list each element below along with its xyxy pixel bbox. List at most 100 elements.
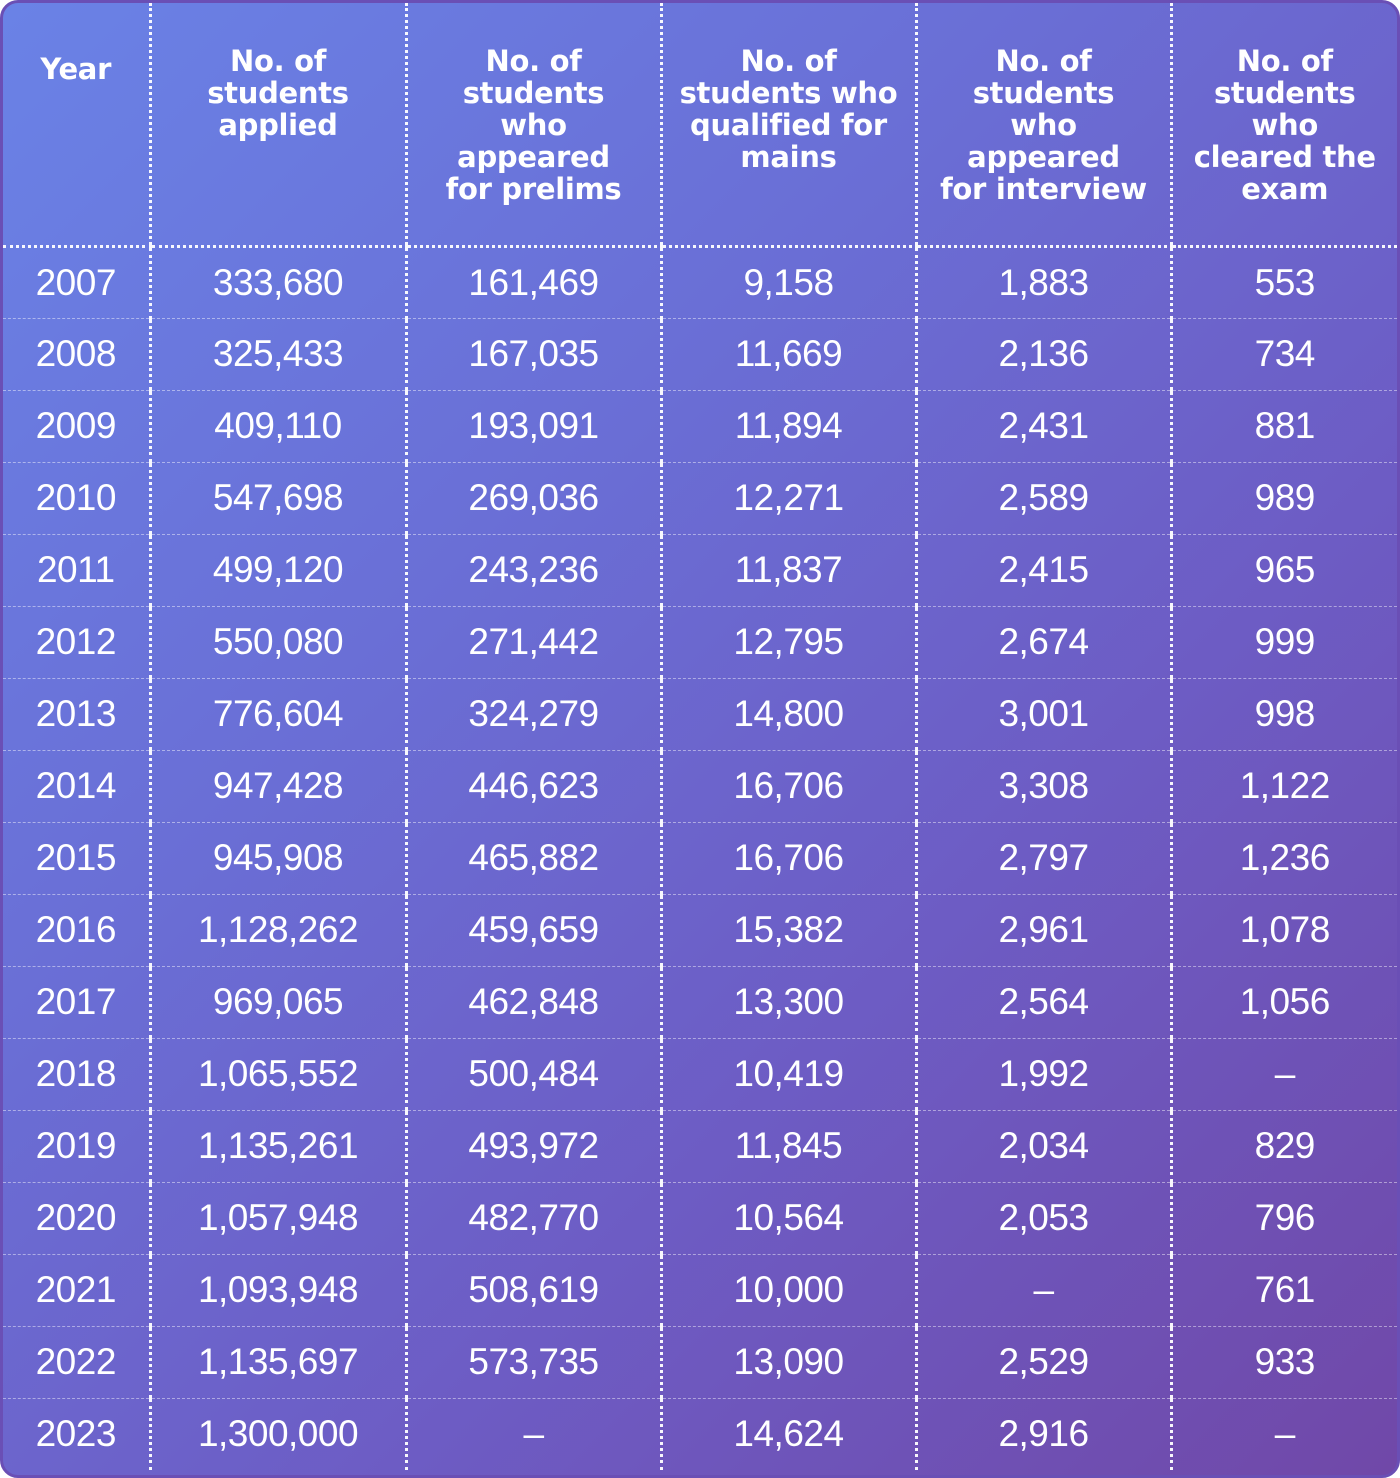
cell-qualified-mains: 10,419 bbox=[659, 1038, 916, 1111]
cell-appeared-interview: 2,053 bbox=[914, 1182, 1171, 1255]
cell-students-applied: 1,093,948 bbox=[148, 1254, 406, 1327]
cell-students-applied: 1,057,948 bbox=[148, 1182, 406, 1255]
table-row: 2013 776,604 324,279 14,800 3,001 998 bbox=[3, 678, 1397, 751]
cell-appeared-interview: 2,797 bbox=[914, 822, 1171, 895]
cell-students-applied: 1,065,552 bbox=[148, 1038, 406, 1111]
cell-appeared-prelims: 465,882 bbox=[404, 822, 661, 895]
cell-appeared-prelims: 193,091 bbox=[404, 390, 661, 463]
cell-year: 2023 bbox=[35, 1413, 117, 1455]
cell-appeared-interview: 2,674 bbox=[914, 606, 1171, 679]
cell-cleared-exam: 761 bbox=[1169, 1254, 1397, 1327]
cell-appeared-interview: 2,916 bbox=[914, 1398, 1171, 1470]
header-line: who bbox=[1251, 108, 1319, 142]
cell-year: 2014 bbox=[3, 750, 150, 823]
cell-year: 2017 bbox=[3, 966, 150, 1039]
cell-cleared-exam: 998 bbox=[1169, 678, 1397, 751]
cell-qualified-mains: 11,669 bbox=[659, 318, 916, 391]
cell-year: 2009 bbox=[3, 390, 150, 463]
cell-cleared-exam: 1,078 bbox=[1169, 894, 1397, 967]
cell-appeared-interview: – bbox=[914, 1254, 1171, 1327]
cell-appeared-interview: 2,415 bbox=[914, 534, 1171, 607]
cell-year: 2013 bbox=[3, 678, 150, 751]
header-line: qualified for bbox=[690, 108, 887, 142]
cell-students-applied: 776,604 bbox=[148, 678, 406, 751]
cell-students-applied: 333,680 bbox=[148, 246, 406, 319]
header-line: No. of bbox=[229, 44, 327, 78]
table-row: 2012 550,080 271,442 12,795 2,674 999 bbox=[3, 606, 1397, 679]
header-line: mains bbox=[740, 140, 837, 174]
cell-appeared-interview: 3,001 bbox=[914, 678, 1171, 751]
cell-year: 2021 bbox=[3, 1254, 150, 1327]
cell-students-applied: 1,300,000 bbox=[148, 1398, 406, 1470]
cell-qualified-mains: 11,894 bbox=[659, 390, 916, 463]
table-row: 2007 333,680 161,469 9,158 1,883 553 bbox=[3, 246, 1397, 319]
header-row: Year No. of students applied No. of students w… bbox=[3, 3, 1397, 248]
header-line: No. of bbox=[995, 44, 1092, 78]
header-line: for interview bbox=[940, 172, 1147, 206]
cell-appeared-prelims: 269,036 bbox=[404, 462, 661, 535]
cell-year: 2012 bbox=[3, 606, 150, 679]
cell-cleared-exam: 796 bbox=[1169, 1182, 1397, 1255]
cell-cleared-exam: – bbox=[1169, 1038, 1397, 1111]
header-line: applied bbox=[218, 108, 338, 142]
cell-qualified-mains: 14,800 bbox=[659, 678, 916, 751]
cell-year: 2019 bbox=[3, 1110, 150, 1183]
cell-cleared-exam: 553 bbox=[1169, 246, 1397, 319]
cell-year: 2007 bbox=[3, 246, 150, 319]
cell-appeared-prelims: 493,972 bbox=[404, 1110, 661, 1183]
cell-students-applied: 1,135,697 bbox=[148, 1326, 406, 1399]
cell-cleared-exam: 933 bbox=[1169, 1326, 1397, 1399]
cell-qualified-mains: 13,090 bbox=[659, 1326, 916, 1399]
header-line: Year bbox=[40, 52, 112, 86]
header-appeared-interview: No. of students who appeared for interview bbox=[914, 3, 1171, 248]
cell-appeared-prelims: 446,623 bbox=[404, 750, 661, 823]
cell-year: 2016 bbox=[3, 894, 150, 967]
cell-appeared-interview: 2,034 bbox=[914, 1110, 1171, 1183]
cell-year: 2008 bbox=[3, 318, 150, 391]
table-row: 2019 1,135,261 493,972 11,845 2,034 829 bbox=[3, 1110, 1397, 1183]
cell-appeared-interview: 2,529 bbox=[914, 1326, 1171, 1399]
cell-year: 2011 bbox=[3, 534, 150, 607]
cell-students-applied: 325,433 bbox=[148, 318, 406, 391]
cell-appeared-interview: 2,564 bbox=[914, 966, 1171, 1039]
cell-appeared-interview: 1,992 bbox=[914, 1038, 1171, 1111]
header-line: No. of bbox=[1236, 44, 1333, 78]
header-line: No. of bbox=[485, 44, 582, 78]
table-row: 2018 1,065,552 500,484 10,419 1,992– bbox=[3, 1038, 1397, 1111]
table-row: 2017 969,065 462,848 13,300 2,564 1,056 bbox=[3, 966, 1397, 1039]
cell-qualified-mains: 16,706 bbox=[659, 750, 916, 823]
header-students-applied: No. of students applied bbox=[148, 3, 406, 248]
cell-appeared-prelims: 508,619 bbox=[404, 1254, 661, 1327]
cell-appeared-interview: 3,308 bbox=[914, 750, 1171, 823]
table-row: 2011 499,120 243,236 11,837 2,415 965 bbox=[3, 534, 1397, 607]
header-appeared-prelims: No. of students who appeared for prelims bbox=[404, 3, 661, 248]
cell-appeared-interview: 1,883 bbox=[914, 246, 1171, 319]
table-body: 2007 333,680 161,469 9,158 1,883 553 2008 325,4… bbox=[3, 246, 1397, 1470]
table-row: 2021 1,093,948 508,619 10,000–761 bbox=[3, 1254, 1397, 1327]
cell-cleared-exam: – bbox=[1169, 1398, 1397, 1470]
cell-cleared-exam: 881 bbox=[1169, 390, 1397, 463]
cell-appeared-prelims: – bbox=[404, 1398, 661, 1470]
header-line: No. of bbox=[740, 44, 837, 78]
cell-appeared-prelims: 459,659 bbox=[404, 894, 661, 967]
header-line: students bbox=[462, 76, 605, 110]
header-line: students bbox=[972, 76, 1115, 110]
cell-appeared-prelims: 243,236 bbox=[404, 534, 661, 607]
table-row: 2010 547,698 269,036 12,271 2,589 989 bbox=[3, 462, 1397, 535]
cell-appeared-prelims: 573,735 bbox=[404, 1326, 661, 1399]
table-row: 2014 947,428 446,623 16,706 3,308 1,122 bbox=[3, 750, 1397, 823]
cell-year: 2010 bbox=[3, 462, 150, 535]
cell-appeared-prelims: 167,035 bbox=[404, 318, 661, 391]
cell-qualified-mains: 12,271 bbox=[659, 462, 916, 535]
header-line: appeared bbox=[457, 140, 610, 174]
header-line: appeared bbox=[967, 140, 1120, 174]
cell-appeared-prelims: 161,469 bbox=[404, 246, 661, 319]
cell-qualified-mains: 14,624 bbox=[659, 1398, 916, 1470]
cell-appeared-prelims: 482,770 bbox=[404, 1182, 661, 1255]
header-line: students bbox=[1213, 76, 1356, 110]
table-row: 2009 409,110 193,091 11,894 2,431 881 bbox=[3, 390, 1397, 463]
header-line: cleared the bbox=[1193, 140, 1376, 174]
header-line: who bbox=[500, 108, 567, 142]
cell-students-applied: 1,128,262 bbox=[148, 894, 406, 967]
